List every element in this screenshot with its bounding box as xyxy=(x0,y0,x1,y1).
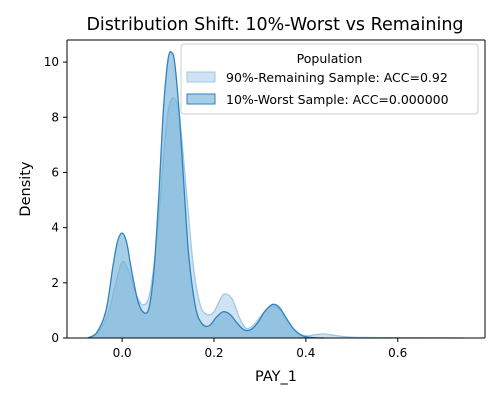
legend-box xyxy=(180,43,479,115)
density-area-worst xyxy=(87,51,325,338)
chart-title: Distribution Shift: 10%-Worst vs Remaini… xyxy=(86,15,463,35)
y-tick-label: 6 xyxy=(51,165,59,179)
density-line-remaining xyxy=(87,97,465,339)
legend: Population 90%-Remaining Sample: ACC=0.9… xyxy=(180,43,479,115)
x-axis-title: PAY_1 xyxy=(255,369,297,385)
x-tick-label: 0.0 xyxy=(113,346,132,360)
legend-swatch-worst xyxy=(186,93,216,105)
y-tick-label: 8 xyxy=(51,110,59,124)
series-layer xyxy=(87,51,465,339)
x-tick-label: 0.6 xyxy=(388,346,407,360)
density-line-worst xyxy=(87,51,325,339)
legend-swatch-remaining xyxy=(186,71,216,83)
legend-label-worst: 10%-Worst Sample: ACC=0.000000 xyxy=(226,92,449,107)
y-ticks: 0 2 4 6 8 10 xyxy=(44,55,67,345)
y-tick-label: 0 xyxy=(51,331,59,345)
axes-frame xyxy=(66,39,486,339)
x-ticks: 0.0 0.2 0.4 0.6 xyxy=(113,338,407,360)
legend-title: Population xyxy=(297,51,363,66)
y-tick-label: 4 xyxy=(51,221,59,235)
density-area-remaining xyxy=(87,97,465,338)
y-axis-title: Density xyxy=(18,161,34,217)
y-tick-label: 2 xyxy=(51,276,59,290)
x-tick-label: 0.2 xyxy=(204,346,223,360)
x-tick-label: 0.4 xyxy=(296,346,315,360)
legend-label-remaining: 90%-Remaining Sample: ACC=0.92 xyxy=(226,70,448,85)
y-tick-label: 10 xyxy=(44,55,59,69)
